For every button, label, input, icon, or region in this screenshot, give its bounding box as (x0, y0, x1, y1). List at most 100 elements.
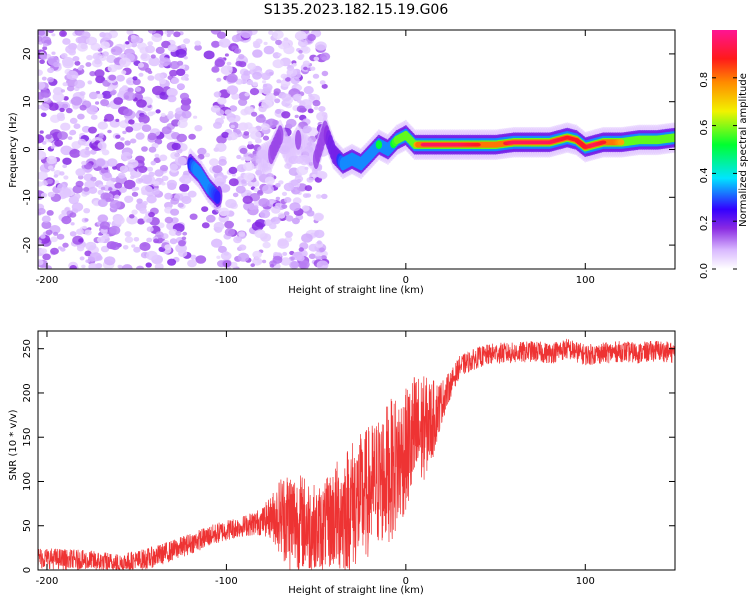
noise-blob (153, 238, 160, 244)
noise-blob (42, 141, 47, 145)
noise-blob (98, 134, 104, 139)
noise-blob (120, 137, 125, 141)
ridge-mark (600, 140, 607, 145)
noise-blob (300, 45, 309, 52)
noise-blob (50, 168, 55, 172)
noise-blob (243, 162, 255, 171)
noise-blob (218, 38, 231, 48)
noise-blob (183, 56, 188, 60)
noise-blob (139, 242, 151, 251)
noise-blob (110, 90, 116, 96)
noise-blob (216, 255, 221, 259)
noise-blob (252, 71, 262, 80)
noise-blob (154, 73, 165, 81)
noise-blob (171, 217, 179, 224)
noise-blob (84, 250, 92, 257)
noise-blob (248, 126, 258, 134)
noise-blob (280, 73, 288, 79)
noise-blob (81, 160, 87, 166)
noise-blob (100, 186, 106, 191)
noise-blob (77, 113, 85, 120)
noise-blob (290, 76, 300, 85)
noise-blob (204, 152, 211, 158)
noise-blob (223, 210, 230, 216)
noise-blob (146, 218, 153, 223)
noise-blob (38, 207, 46, 215)
noise-blob (148, 211, 155, 218)
noise-blob (41, 215, 51, 223)
noise-blob (235, 60, 243, 67)
noise-blob (160, 112, 166, 117)
noise-blob (138, 72, 144, 77)
noise-blob (130, 138, 137, 144)
noise-blob (108, 74, 117, 81)
noise-blob (255, 38, 263, 45)
noise-blob (313, 106, 319, 110)
noise-blob (243, 131, 250, 136)
snr-xlabel: Height of straight line (km) (288, 585, 424, 596)
noise-blob (97, 199, 108, 207)
ridge-mark (618, 139, 625, 146)
noise-blob (105, 197, 112, 203)
noise-blob (180, 103, 191, 112)
noise-blob (281, 111, 291, 119)
noise-blob (161, 181, 166, 186)
noise-blob (124, 140, 131, 146)
noise-blob (123, 179, 136, 190)
noise-blob (97, 121, 109, 130)
noise-blob (62, 242, 69, 248)
noise-blob (120, 151, 132, 161)
noise-blob (54, 139, 63, 147)
noise-blob (119, 165, 129, 173)
noise-blob (81, 264, 86, 269)
noise-blob (170, 77, 180, 84)
noise-blob (228, 117, 236, 123)
noise-blob (99, 55, 107, 61)
noise-blob (76, 42, 88, 52)
noise-blob (46, 155, 57, 165)
noise-blob (75, 180, 84, 188)
noise-blob (254, 229, 266, 239)
noise-blob (90, 176, 97, 182)
noise-blob (225, 198, 237, 209)
noise-blob (224, 109, 232, 116)
noise-blob (170, 197, 180, 205)
noise-blob (298, 247, 304, 252)
noise-blob (298, 50, 303, 54)
noise-blob (315, 41, 327, 51)
noise-blob (222, 175, 228, 180)
noise-blob (164, 244, 172, 251)
noise-blob (222, 260, 232, 268)
noise-blob (40, 112, 47, 118)
noise-blob (69, 131, 75, 136)
noise-blob (88, 186, 98, 194)
noise-blob (38, 30, 46, 36)
noise-blob (170, 151, 180, 160)
noise-blob (275, 183, 281, 188)
noise-blob (181, 236, 187, 241)
noise-blob (161, 175, 169, 181)
noise-blob (175, 48, 187, 58)
noise-blob (129, 214, 135, 219)
noise-blob (38, 69, 43, 76)
noise-blob (61, 209, 68, 215)
noise-blob (218, 158, 227, 166)
noise-blob (263, 83, 268, 88)
noise-blob (229, 261, 238, 268)
noise-blob (40, 103, 50, 111)
noise-blob (113, 215, 125, 225)
noise-blob (62, 38, 71, 45)
colorbar-tick-label: 0.0 (699, 263, 710, 279)
noise-blob (233, 236, 242, 244)
noise-blob (42, 46, 48, 51)
noise-blob (316, 260, 329, 269)
y-tick-label: 0 (22, 146, 33, 152)
noise-blob (226, 73, 238, 83)
noise-blob (164, 216, 174, 224)
noise-blob (173, 133, 178, 137)
noise-blob (79, 148, 91, 158)
noise-blob (247, 62, 256, 70)
noise-blob (291, 217, 300, 225)
noise-blob (194, 44, 202, 51)
